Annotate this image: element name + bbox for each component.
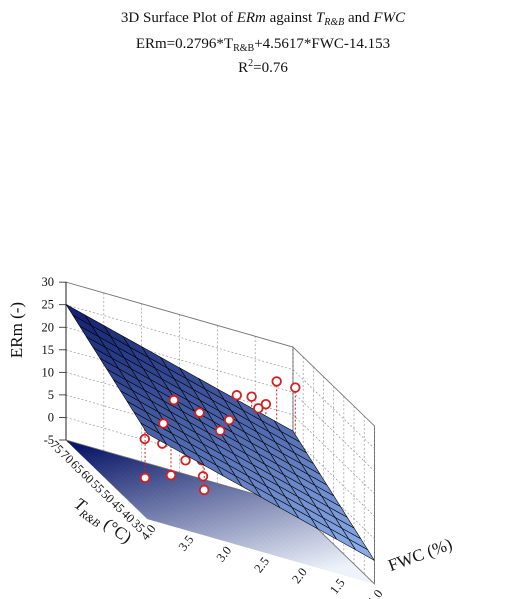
y-axis-label: FWC (%) bbox=[386, 535, 455, 576]
z-gridline bbox=[65, 349, 375, 494]
data-points bbox=[158, 376, 301, 436]
data-point bbox=[290, 382, 301, 393]
data-point bbox=[246, 391, 257, 402]
z-tick-label: 10 bbox=[42, 365, 55, 379]
regression-surface bbox=[65, 304, 375, 561]
fwc-tick-label: 2.0 bbox=[289, 565, 310, 586]
fwc-tick-label: 1.0 bbox=[365, 587, 386, 599]
axis-ticks: -50510152025303540455055606570751.01.52.… bbox=[42, 275, 386, 599]
data-point bbox=[231, 390, 242, 401]
z-tick-label: -5 bbox=[44, 433, 54, 447]
fwc-tick-label: 3.5 bbox=[176, 533, 197, 554]
fwc-tick-label: 2.5 bbox=[251, 554, 272, 575]
data-point bbox=[158, 418, 169, 429]
title-line: R2=0.76 bbox=[238, 58, 288, 76]
fwc-tick-label: 1.5 bbox=[327, 576, 348, 597]
data-point bbox=[197, 471, 209, 482]
z-axis-label: ERm (-) bbox=[7, 302, 26, 358]
z-tick-label: 5 bbox=[48, 388, 54, 402]
z-tick-label: 25 bbox=[42, 298, 55, 312]
data-point bbox=[139, 433, 150, 445]
z-tick-label: 20 bbox=[42, 320, 55, 334]
data-point bbox=[253, 403, 264, 414]
chart-title: 3D Surface Plot of ERm against TR&B and … bbox=[121, 10, 406, 76]
data-point bbox=[224, 414, 235, 426]
title-line: ERm=0.2796*TR&B+4.5617*FWC-14.153 bbox=[136, 36, 390, 54]
data-point bbox=[260, 398, 272, 410]
data-point bbox=[198, 484, 210, 496]
data-point bbox=[139, 472, 151, 484]
title-line: 3D Surface Plot of ERm against TR&B and … bbox=[121, 10, 406, 28]
data-point bbox=[180, 455, 191, 466]
z-tick-label: 0 bbox=[48, 410, 54, 424]
z-tick-label: 30 bbox=[42, 275, 55, 289]
data-point bbox=[194, 407, 205, 418]
z-tick-label: 15 bbox=[42, 343, 55, 357]
z-gridline bbox=[65, 281, 375, 427]
data-point bbox=[214, 425, 226, 436]
z-gridline bbox=[65, 304, 375, 449]
fwc-tick-label: 3.0 bbox=[214, 544, 235, 565]
data-point bbox=[165, 470, 177, 481]
data-point bbox=[168, 394, 180, 406]
data-point bbox=[271, 376, 282, 387]
